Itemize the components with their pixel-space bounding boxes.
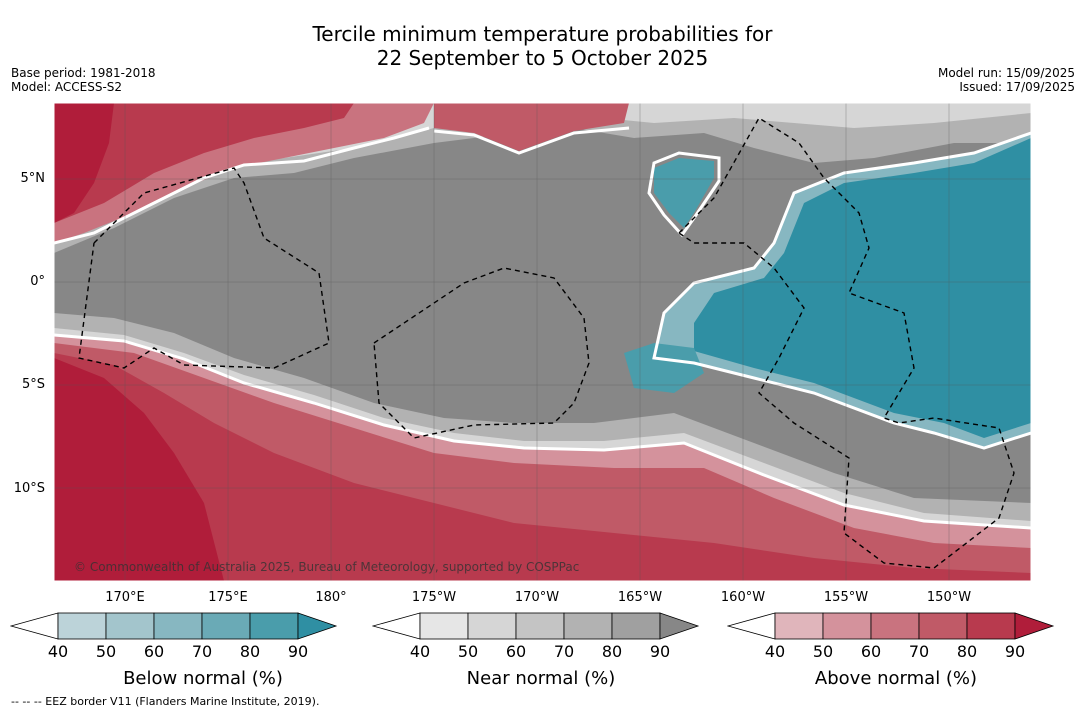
- lon-label-170w: 170°W: [514, 590, 560, 605]
- below-normal-tick-70: 70: [191, 642, 213, 661]
- below-normal-high-extend: [297, 612, 338, 640]
- near-normal-tick-60: 60: [505, 642, 527, 661]
- near-normal-tick-70: 70: [553, 642, 575, 661]
- above-normal-swatch-40: [774, 612, 824, 640]
- above-normal-high-extend: [1014, 612, 1055, 640]
- colorbar-label-near-normal: Near normal (%): [466, 668, 616, 689]
- contour-40-north-central: [433, 126, 630, 155]
- colorbar-label-below-normal: Below normal (%): [123, 668, 283, 689]
- lat-label-10s: 10°S: [13, 481, 45, 496]
- model-name: Model: ACCESS-S2: [11, 80, 123, 94]
- eez-borders: [78, 117, 1015, 569]
- below-normal-swatch-70: [201, 612, 251, 640]
- near-normal-swatch-80: [611, 612, 661, 640]
- below-normal-tick-90: 90: [287, 642, 309, 661]
- meta-left: Base period: 1981-2018 Model: ACCESS-S2: [11, 66, 156, 94]
- near-normal-swatch-60: [515, 612, 565, 640]
- near-normal-tick-80: 80: [601, 642, 623, 661]
- contour-40-teal: [652, 131, 1031, 450]
- below-normal-tick-80: 80: [239, 642, 261, 661]
- above-normal-north-darkest: [54, 103, 114, 223]
- model-run: Model run: 15/09/2025: [937, 66, 1075, 80]
- below-normal-low-extend: [10, 612, 59, 640]
- lat-label-0: 0°: [30, 274, 45, 289]
- below-normal-swatch-80: [249, 612, 299, 640]
- above-normal-tick-80: 80: [956, 642, 978, 661]
- below-normal-west-blob: [624, 343, 704, 393]
- lon-label-175e: 175°E: [208, 590, 248, 605]
- lon-label-160w: 160°W: [720, 590, 766, 605]
- below-normal-east: [694, 138, 1031, 438]
- near-normal-tick-40: 40: [409, 642, 431, 661]
- above-normal-tick-40: 40: [764, 642, 786, 661]
- lat-label-5s: 5°S: [21, 377, 45, 392]
- above-normal-south-dark: [54, 353, 1031, 581]
- colorbar-near-normal: [372, 612, 700, 640]
- near-normal-tick-90: 90: [649, 642, 671, 661]
- near-normal-swatch-40: [419, 612, 469, 640]
- contour-40-north: [54, 126, 430, 245]
- title-line-2: 22 September to 5 October 2025: [376, 46, 709, 70]
- lat-label-5n: 5°N: [20, 171, 46, 186]
- base-period: Base period: 1981-2018: [11, 66, 156, 80]
- below-normal-swatch-40: [57, 612, 107, 640]
- below-normal-tick-50: 50: [95, 642, 117, 661]
- above-normal-tick-70: 70: [908, 642, 930, 661]
- below-normal-tick-60: 60: [143, 642, 165, 661]
- title-line-1: Tercile minimum temperature probabilitie…: [312, 22, 773, 46]
- lon-label-165w: 165°W: [617, 590, 663, 605]
- above-normal-tick-90: 90: [1004, 642, 1026, 661]
- below-normal-swatch-60: [153, 612, 203, 640]
- above-normal-south-darkest: [54, 358, 224, 581]
- near-normal-tick-50: 50: [457, 642, 479, 661]
- probability-map: © Commonwealth of Australia 2025, Bureau…: [54, 103, 1031, 581]
- eez-legend-note: -- -- -- EEZ border V11 (Flanders Marine…: [11, 695, 320, 708]
- lon-label-150w: 150°W: [926, 590, 972, 605]
- colorbar-above-normal: [727, 612, 1055, 640]
- colorbar-below-normal: [10, 612, 338, 640]
- colorbar-label-above-normal: Above normal (%): [814, 668, 978, 689]
- below-normal-swatch-50: [105, 612, 155, 640]
- lon-label-180: 180°: [315, 590, 347, 605]
- below-normal-north-blob: [654, 158, 714, 228]
- map-copyright: © Commonwealth of Australia 2025, Bureau…: [74, 560, 579, 574]
- below-normal-tick-40: 40: [47, 642, 69, 661]
- lon-label-170e: 170°E: [105, 590, 145, 605]
- above-normal-swatch-50: [822, 612, 872, 640]
- issued-date: Issued: 17/09/2025: [959, 80, 1075, 94]
- contour-40-south: [54, 333, 1031, 530]
- near-normal-high-extend: [659, 612, 700, 640]
- chart-title: Tercile minimum temperature probabilitie…: [0, 22, 1085, 70]
- above-normal-north-central: [434, 103, 629, 151]
- above-normal-north-dark: [54, 103, 354, 223]
- above-normal-swatch-80: [966, 612, 1016, 640]
- near-normal-swatch-50: [467, 612, 517, 640]
- above-normal-swatch-60: [870, 612, 920, 640]
- lon-label-175w: 175°W: [411, 590, 457, 605]
- above-normal-tick-50: 50: [812, 642, 834, 661]
- above-normal-tick-60: 60: [860, 642, 882, 661]
- lon-label-155w: 155°W: [823, 590, 869, 605]
- near-normal-swatch-70: [563, 612, 613, 640]
- meta-right: Model run: 15/09/2025 Issued: 17/09/2025: [938, 66, 1075, 94]
- map-gridlines: [54, 103, 1031, 581]
- near-normal-low-extend: [372, 612, 421, 640]
- above-normal-low-extend: [727, 612, 776, 640]
- above-normal-swatch-70: [918, 612, 968, 640]
